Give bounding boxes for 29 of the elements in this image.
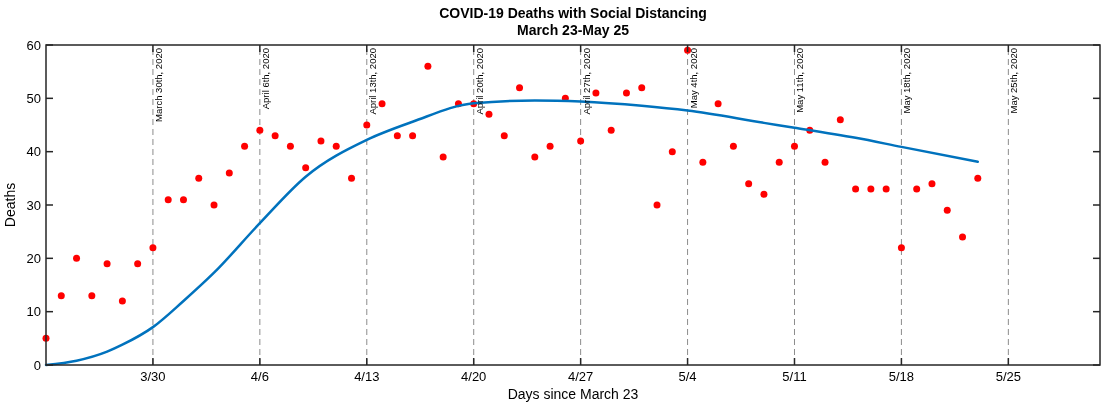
ref-line-label: April 6th, 2020 <box>259 48 271 110</box>
x-axis-title: Days since March 23 <box>507 386 639 402</box>
x-tick-label: 5/11 <box>782 369 807 384</box>
ref-line-label: April 13th, 2020 <box>366 48 378 115</box>
chart-subtitle: March 23-May 25 <box>516 22 630 38</box>
y-tick-label: 20 <box>26 250 41 266</box>
chart-title: COVID-19 Deaths with Social Distancing <box>439 5 707 21</box>
x-tick-label: 3/30 <box>140 369 166 384</box>
y-tick-label: 0 <box>33 357 41 373</box>
ref-line-label: May 18th, 2020 <box>901 48 913 114</box>
y-tick-label: 50 <box>26 90 41 106</box>
ref-line-label: April 27th, 2020 <box>580 48 592 115</box>
x-tick-label: 4/13 <box>354 369 380 384</box>
ref-line-label: May 11th, 2020 <box>794 48 806 113</box>
ref-line-label: May 4th, 2020 <box>687 48 699 109</box>
x-tick-label: 4/6 <box>250 369 269 384</box>
ref-line-label: March 30th, 2020 <box>152 48 164 122</box>
ref-line-label: May 25th, 2020 <box>1008 48 1020 114</box>
y-tick-label: 40 <box>26 144 41 160</box>
x-tick-label: 4/20 <box>461 369 487 384</box>
y-axis-title: Deaths <box>2 182 18 228</box>
y-tick-label: 30 <box>26 197 41 213</box>
y-tick-label: 10 <box>26 304 41 320</box>
x-tick-label: 5/4 <box>678 369 697 384</box>
x-tick-label: 5/25 <box>995 369 1021 384</box>
ref-line-label: April 20th, 2020 <box>473 48 485 115</box>
y-tick-label: 60 <box>26 37 41 53</box>
x-tick-label: 4/27 <box>567 369 594 384</box>
x-tick-label: 5/18 <box>888 369 915 384</box>
